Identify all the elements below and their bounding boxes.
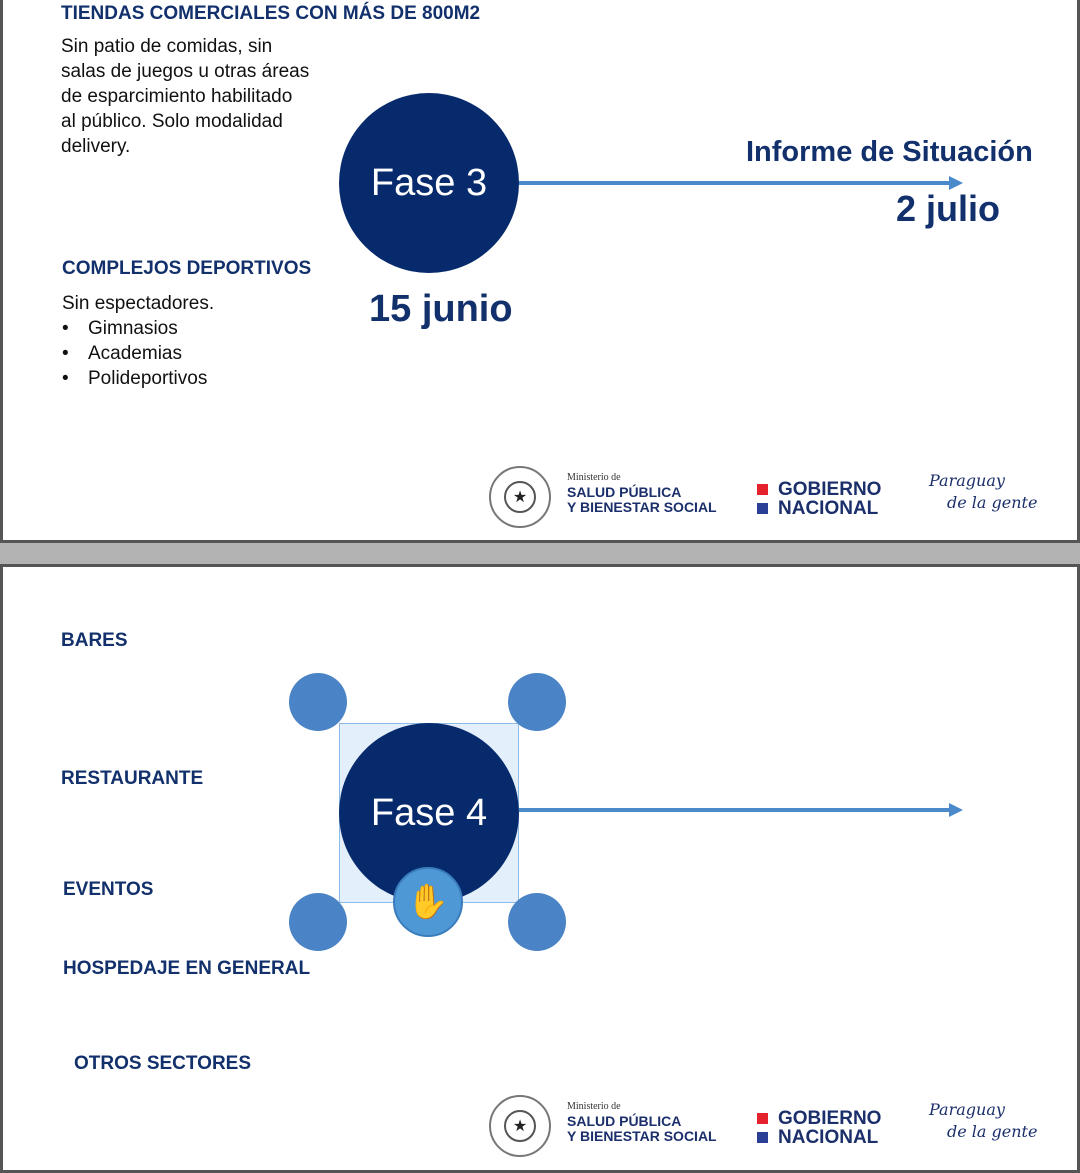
seal-icon: ★ — [489, 1095, 551, 1157]
resize-handle-top-left[interactable] — [289, 673, 347, 731]
footer-logos: ★ Ministerio de SALUD PÚBLICA Y BIENESTAR… — [489, 466, 1049, 528]
resize-handle-bottom-right[interactable] — [508, 893, 566, 951]
report-date: 2 julio — [896, 188, 1001, 229]
report-title: Informe de Situación — [746, 136, 1033, 168]
complejos-item: Academias — [62, 341, 214, 366]
item-eventos: EVENTOS — [63, 879, 154, 900]
paraguay-logo: de la gente — [947, 1122, 1038, 1141]
salud-line: Y BIENESTAR SOCIAL — [567, 499, 717, 515]
paraguay-logo: Paraguay — [929, 471, 1005, 490]
timeline-arrow — [519, 176, 963, 190]
salud-line: SALUD PÚBLICA — [567, 484, 682, 500]
tiendas-line: Sin patio de comidas, sin — [61, 36, 273, 57]
ministerio-label: Ministerio de — [567, 1101, 621, 1112]
resize-handle-top-right[interactable] — [508, 673, 566, 731]
item-bares: BARES — [61, 630, 128, 651]
seal-icon: ★ — [489, 466, 551, 528]
item-hospedaje: HOSPEDAJE EN GENERAL — [63, 958, 311, 979]
nacional-label: NACIONAL — [778, 498, 879, 519]
gobierno-label: GOBIERNO — [778, 479, 882, 500]
complejos-item: Gimnasios — [62, 316, 214, 341]
gobierno-label: GOBIERNO — [778, 1108, 882, 1129]
timeline-arrow — [519, 803, 963, 817]
slide-fase-4[interactable]: BARES RESTAURANTE EVENTOS HOSPEDAJE EN G… — [0, 564, 1080, 1173]
phase-date: 15 junio — [369, 288, 513, 330]
tiendas-line: salas de juegos u otras áreas — [61, 61, 310, 82]
resize-handle-bottom-left[interactable] — [289, 893, 347, 951]
paraguay-logo: Paraguay — [929, 1100, 1005, 1119]
tiendas-line: delivery. — [61, 136, 131, 157]
salud-line: SALUD PÚBLICA — [567, 1113, 682, 1129]
tiendas-line: al público. Solo modalidad — [61, 111, 283, 132]
item-restaurante: RESTAURANTE — [61, 768, 204, 789]
complejos-item: Polideportivos — [62, 366, 214, 391]
complejos-text: Sin espectadores. — [62, 293, 215, 314]
nacional-label: NACIONAL — [778, 1127, 879, 1148]
heading-complejos: COMPLEJOS DEPORTIVOS — [62, 258, 312, 279]
ministerio-label: Ministerio de — [567, 472, 621, 483]
paraguay-logo: de la gente — [947, 493, 1038, 512]
hand-drag-icon[interactable]: ✋ — [393, 867, 463, 937]
tiendas-line: de esparcimiento habilitado — [61, 86, 293, 107]
salud-line: Y BIENESTAR SOCIAL — [567, 1128, 717, 1144]
footer-logos: ★ Ministerio de SALUD PÚBLICA Y BIENESTAR… — [489, 1095, 1049, 1157]
slide-fase-3[interactable]: TIENDAS COMERCIALES CON MÁS DE 800M2 Sin… — [0, 0, 1080, 543]
phase-circle: Fase 3 — [339, 93, 519, 273]
item-otros: OTROS SECTORES — [74, 1053, 252, 1074]
heading-tiendas: TIENDAS COMERCIALES CON MÁS DE 800M2 — [61, 3, 481, 24]
